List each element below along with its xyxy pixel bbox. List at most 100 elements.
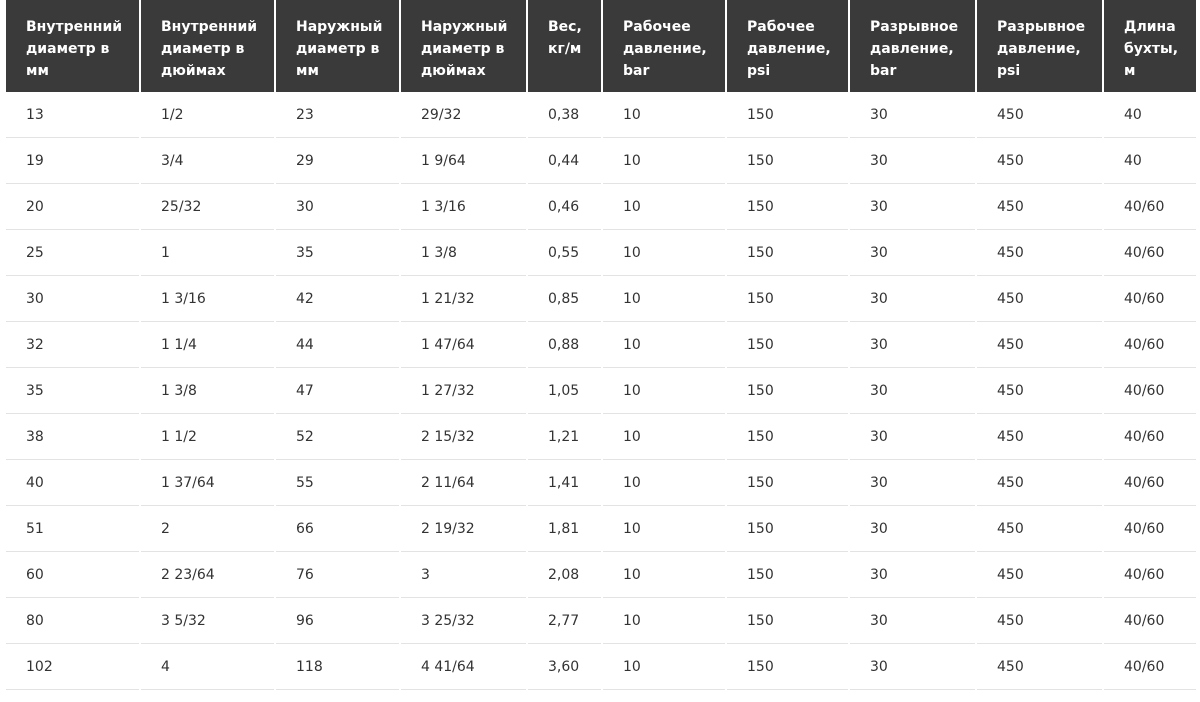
table-cell: 1 27/32 xyxy=(401,368,526,414)
table-cell: 0,38 xyxy=(528,92,601,138)
table-row: 20 25/32 30 1 3/16 0,46 10 150 30 450 40/60 xyxy=(6,184,1196,230)
table-cell: 1 3/8 xyxy=(141,368,274,414)
table-cell: 40/60 xyxy=(1104,414,1196,460)
table-row: 19 3/4 29 1 9/64 0,44 10 150 30 450 40 xyxy=(6,138,1196,184)
table-cell: 102 xyxy=(6,644,139,690)
table-cell: 2 11/64 xyxy=(401,460,526,506)
table-cell: 10 xyxy=(603,276,725,322)
table-cell: 52 xyxy=(276,414,399,460)
table-cell: 1,41 xyxy=(528,460,601,506)
table-cell: 0,85 xyxy=(528,276,601,322)
table-cell: 30 xyxy=(850,414,975,460)
table-cell: 10 xyxy=(603,644,725,690)
table-cell: 20 xyxy=(6,184,139,230)
table-row: 60 2 23/64 76 3 2,08 10 150 30 450 40/60 xyxy=(6,552,1196,598)
table-cell: 450 xyxy=(977,506,1102,552)
table-cell: 10 xyxy=(603,184,725,230)
table-cell: 30 xyxy=(850,138,975,184)
table-cell: 10 xyxy=(603,414,725,460)
table-cell: 96 xyxy=(276,598,399,644)
table-cell: 10 xyxy=(603,322,725,368)
table-cell: 40/60 xyxy=(1104,644,1196,690)
table-cell: 40/60 xyxy=(1104,184,1196,230)
table-cell: 35 xyxy=(6,368,139,414)
table-cell: 44 xyxy=(276,322,399,368)
table-cell: 1,81 xyxy=(528,506,601,552)
table-cell: 1 3/16 xyxy=(401,184,526,230)
table-cell: 1 21/32 xyxy=(401,276,526,322)
table-cell: 1 9/64 xyxy=(401,138,526,184)
table-cell: 40/60 xyxy=(1104,230,1196,276)
table-cell: 450 xyxy=(977,276,1102,322)
header-cell: Наружный диаметр в мм xyxy=(276,0,399,92)
table-cell: 450 xyxy=(977,92,1102,138)
table-cell: 0,88 xyxy=(528,322,601,368)
table-row: 102 4 118 4 41/64 3,60 10 150 30 450 40/60 xyxy=(6,644,1196,690)
table-cell: 2,77 xyxy=(528,598,601,644)
table-cell: 30 xyxy=(850,322,975,368)
table-cell: 25 xyxy=(6,230,139,276)
table-cell: 40 xyxy=(6,460,139,506)
table-cell: 66 xyxy=(276,506,399,552)
table-cell: 2 15/32 xyxy=(401,414,526,460)
table-cell: 30 xyxy=(850,368,975,414)
table-cell: 30 xyxy=(6,276,139,322)
table-row: 13 1/2 23 29/32 0,38 10 150 30 450 40 xyxy=(6,92,1196,138)
table-cell: 76 xyxy=(276,552,399,598)
table-cell: 2 xyxy=(141,506,274,552)
table-cell: 25/32 xyxy=(141,184,274,230)
header-cell: Рабочее давление, bar xyxy=(603,0,725,92)
table-cell: 1 47/64 xyxy=(401,322,526,368)
table-cell: 150 xyxy=(727,138,848,184)
table-cell: 51 xyxy=(6,506,139,552)
header-cell: Рабочее давление, psi xyxy=(727,0,848,92)
table-cell: 10 xyxy=(603,460,725,506)
table-cell: 150 xyxy=(727,322,848,368)
header-cell: Внутренний диаметр в дюймах xyxy=(141,0,274,92)
header-row: Внутренний диаметр в мм Внутренний диамет… xyxy=(6,0,1196,92)
header-cell: Наружный диаметр в дюймах xyxy=(401,0,526,92)
table-cell: 150 xyxy=(727,598,848,644)
table-row: 30 1 3/16 42 1 21/32 0,85 10 150 30 450 40/60 xyxy=(6,276,1196,322)
table-cell: 450 xyxy=(977,368,1102,414)
table-cell: 19 xyxy=(6,138,139,184)
table-cell: 30 xyxy=(850,506,975,552)
table-cell: 55 xyxy=(276,460,399,506)
table-cell: 40/60 xyxy=(1104,552,1196,598)
table-cell: 1 1/2 xyxy=(141,414,274,460)
table-cell: 3 25/32 xyxy=(401,598,526,644)
table-cell: 150 xyxy=(727,368,848,414)
table-cell: 40/60 xyxy=(1104,460,1196,506)
table-cell: 150 xyxy=(727,460,848,506)
table-row: 80 3 5/32 96 3 25/32 2,77 10 150 30 450 40/60 xyxy=(6,598,1196,644)
spec-table: Внутренний диаметр в мм Внутренний диамет… xyxy=(4,0,1198,690)
table-cell: 29 xyxy=(276,138,399,184)
table-cell: 0,46 xyxy=(528,184,601,230)
table-cell: 1 xyxy=(141,230,274,276)
table-cell: 60 xyxy=(6,552,139,598)
table-cell: 10 xyxy=(603,368,725,414)
table-cell: 10 xyxy=(603,506,725,552)
table-cell: 1 3/16 xyxy=(141,276,274,322)
table-cell: 450 xyxy=(977,230,1102,276)
table-cell: 30 xyxy=(850,92,975,138)
table-cell: 150 xyxy=(727,414,848,460)
table-cell: 40 xyxy=(1104,138,1196,184)
table-cell: 0,44 xyxy=(528,138,601,184)
table-cell: 40/60 xyxy=(1104,322,1196,368)
table-row: 25 1 35 1 3/8 0,55 10 150 30 450 40/60 xyxy=(6,230,1196,276)
table-cell: 13 xyxy=(6,92,139,138)
table-cell: 30 xyxy=(850,598,975,644)
table-cell: 150 xyxy=(727,92,848,138)
table-cell: 2 23/64 xyxy=(141,552,274,598)
table-cell: 42 xyxy=(276,276,399,322)
table-cell: 3/4 xyxy=(141,138,274,184)
table-cell: 10 xyxy=(603,138,725,184)
table-cell: 40/60 xyxy=(1104,276,1196,322)
table-cell: 40/60 xyxy=(1104,598,1196,644)
table-cell: 4 41/64 xyxy=(401,644,526,690)
table-cell: 3 5/32 xyxy=(141,598,274,644)
table-cell: 150 xyxy=(727,184,848,230)
header-cell: Вес, кг/м xyxy=(528,0,601,92)
